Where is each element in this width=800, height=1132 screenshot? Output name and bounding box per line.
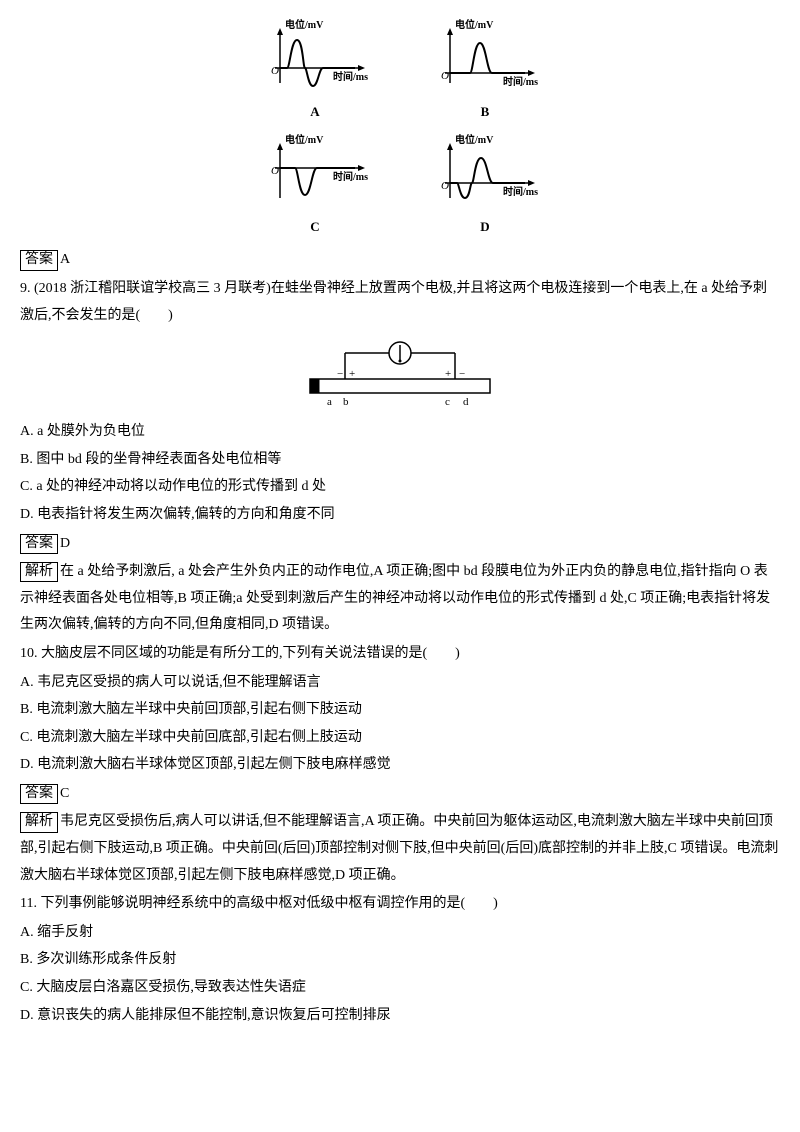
q10-opt-d: D. 电流刺激大脑右半球体觉区顶部,引起左侧下肢电麻样感觉 bbox=[20, 752, 780, 779]
q9-exp-text: 在 a 处给予刺激后, a 处会产生外负内正的动作电位,A 项正确;图中 bd … bbox=[20, 564, 770, 632]
graph-d-svg: 电位/mV O 时间/ms bbox=[425, 133, 545, 213]
graphs-row-1: 电位/mV O 时间/ms A 电位/mV O 时间/ms B bbox=[20, 18, 780, 125]
q10-exp-text: 韦尼克区受损伤后,病人可以讲话,但不能理解语言,A 项正确。中央前回为躯体运动区… bbox=[20, 814, 778, 882]
graph-a-ylabel: 电位/mV bbox=[285, 18, 324, 31]
q9-exp-label: 解析 bbox=[20, 562, 58, 582]
q9-opt-b: B. 图中 bd 段的坐骨神经表面各处电位相等 bbox=[20, 447, 780, 474]
answer-8: 答案A bbox=[20, 247, 780, 274]
graph-d: 电位/mV O 时间/ms D bbox=[425, 133, 545, 240]
q11-opt-c: C. 大脑皮层白洛嘉区受损伤,导致表达性失语症 bbox=[20, 975, 780, 1002]
svg-text:−: − bbox=[337, 368, 343, 380]
svg-text:−: − bbox=[459, 368, 465, 380]
circuit-label-c: c bbox=[445, 396, 450, 408]
q10-explanation: 解析韦尼克区受损伤后,病人可以讲话,但不能理解语言,A 项正确。中央前回为躯体运… bbox=[20, 809, 780, 889]
q10-opt-b: B. 电流刺激大脑左半球中央前回顶部,引起右侧下肢运动 bbox=[20, 697, 780, 724]
svg-text:O: O bbox=[441, 70, 449, 82]
svg-text:时间/ms: 时间/ms bbox=[333, 70, 368, 83]
svg-text:O: O bbox=[441, 180, 449, 192]
q9-circuit: − + + − a b c d bbox=[20, 339, 780, 409]
graphs-row-2: 电位/mV O 时间/ms C 电位/mV O 时间/ms D bbox=[20, 133, 780, 240]
circuit-svg: − + + − a b c d bbox=[295, 339, 505, 409]
graph-a-label: A bbox=[310, 100, 319, 125]
graph-c-label: C bbox=[310, 215, 319, 240]
svg-text:O: O bbox=[271, 65, 279, 77]
q10-exp-label: 解析 bbox=[20, 812, 58, 832]
svg-text:+: + bbox=[349, 368, 355, 380]
svg-text:+: + bbox=[445, 368, 451, 380]
q10-answer-value: C bbox=[60, 786, 69, 801]
q9-stem: 9. (2018 浙江稽阳联谊学校高三 3 月联考)在蛙坐骨神经上放置两个电极,… bbox=[20, 276, 780, 329]
circuit-label-b: b bbox=[343, 396, 349, 408]
q11-stem: 11. 下列事例能够说明神经系统中的高级中枢对低级中枢有调控作用的是( ) bbox=[20, 891, 780, 918]
q10-answer: 答案C bbox=[20, 781, 780, 808]
graph-a-svg: 电位/mV O 时间/ms bbox=[255, 18, 375, 98]
q10-opt-a: A. 韦尼克区受损的病人可以说话,但不能理解语言 bbox=[20, 670, 780, 697]
q9-opt-a: A. a 处膜外为负电位 bbox=[20, 419, 780, 446]
q9-explanation: 解析在 a 处给予刺激后, a 处会产生外负内正的动作电位,A 项正确;图中 b… bbox=[20, 559, 780, 639]
svg-text:电位/mV: 电位/mV bbox=[455, 18, 494, 31]
graph-d-label: D bbox=[480, 215, 489, 240]
q9-opt-c: C. a 处的神经冲动将以动作电位的形式传播到 d 处 bbox=[20, 474, 780, 501]
graph-c: 电位/mV O 时间/ms C bbox=[255, 133, 375, 240]
q11-opt-d: D. 意识丧失的病人能排尿但不能控制,意识恢复后可控制排尿 bbox=[20, 1003, 780, 1030]
graph-b-svg: 电位/mV O 时间/ms bbox=[425, 18, 545, 98]
answer-8-label: 答案 bbox=[20, 250, 58, 270]
graph-b: 电位/mV O 时间/ms B bbox=[425, 18, 545, 125]
svg-text:电位/mV: 电位/mV bbox=[455, 133, 494, 146]
svg-text:时间/ms: 时间/ms bbox=[503, 75, 538, 88]
svg-text:时间/ms: 时间/ms bbox=[503, 185, 538, 198]
q9-opt-d: D. 电表指针将发生两次偏转,偏转的方向和角度不同 bbox=[20, 502, 780, 529]
q11-opt-b: B. 多次训练形成条件反射 bbox=[20, 947, 780, 974]
q10-answer-label: 答案 bbox=[20, 784, 58, 804]
svg-text:电位/mV: 电位/mV bbox=[285, 133, 324, 146]
q9-answer-value: D bbox=[60, 536, 70, 551]
graph-a: 电位/mV O 时间/ms A bbox=[255, 18, 375, 125]
svg-text:O: O bbox=[271, 165, 279, 177]
svg-text:时间/ms: 时间/ms bbox=[333, 170, 368, 183]
q10-opt-c: C. 电流刺激大脑左半球中央前回底部,引起右侧上肢运动 bbox=[20, 725, 780, 752]
graph-c-svg: 电位/mV O 时间/ms bbox=[255, 133, 375, 213]
q9-answer: 答案D bbox=[20, 531, 780, 558]
circuit-label-d: d bbox=[463, 396, 469, 408]
q10-stem: 10. 大脑皮层不同区域的功能是有所分工的,下列有关说法错误的是( ) bbox=[20, 641, 780, 668]
answer-8-value: A bbox=[60, 252, 70, 267]
q9-answer-label: 答案 bbox=[20, 534, 58, 554]
graph-b-label: B bbox=[481, 100, 490, 125]
circuit-label-a: a bbox=[327, 396, 332, 408]
q11-opt-a: A. 缩手反射 bbox=[20, 920, 780, 947]
